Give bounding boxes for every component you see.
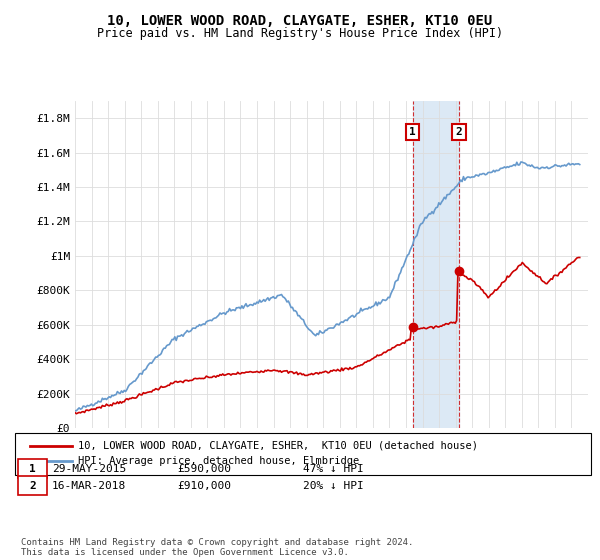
- Text: 1: 1: [29, 464, 36, 474]
- Text: 47% ↓ HPI: 47% ↓ HPI: [303, 464, 364, 474]
- Text: Price paid vs. HM Land Registry's House Price Index (HPI): Price paid vs. HM Land Registry's House …: [97, 27, 503, 40]
- Text: £910,000: £910,000: [177, 480, 231, 491]
- Text: 16-MAR-2018: 16-MAR-2018: [52, 480, 127, 491]
- Text: HPI: Average price, detached house, Elmbridge: HPI: Average price, detached house, Elmb…: [78, 456, 359, 466]
- Text: 20% ↓ HPI: 20% ↓ HPI: [303, 480, 364, 491]
- Text: 1: 1: [409, 127, 416, 137]
- Text: 10, LOWER WOOD ROAD, CLAYGATE, ESHER, KT10 0EU: 10, LOWER WOOD ROAD, CLAYGATE, ESHER, KT…: [107, 14, 493, 28]
- Text: Contains HM Land Registry data © Crown copyright and database right 2024.
This d: Contains HM Land Registry data © Crown c…: [21, 538, 413, 557]
- Text: 2: 2: [29, 480, 36, 491]
- Text: 10, LOWER WOOD ROAD, CLAYGATE, ESHER,  KT10 0EU (detached house): 10, LOWER WOOD ROAD, CLAYGATE, ESHER, KT…: [78, 441, 478, 451]
- Text: 2: 2: [456, 127, 463, 137]
- Text: 29-MAY-2015: 29-MAY-2015: [52, 464, 127, 474]
- Text: £590,000: £590,000: [177, 464, 231, 474]
- Bar: [413, 101, 459, 428]
